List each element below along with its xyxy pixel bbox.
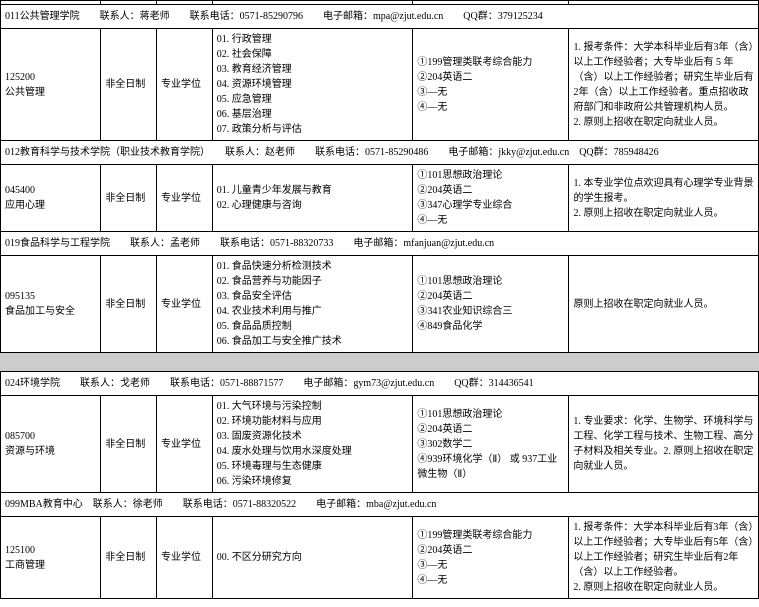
- program-row: 085700 资源与环境 非全日制 专业学位 01. 大气环境与污染控制 02.…: [1, 396, 759, 493]
- directions: 01. 食品快速分析检测技术 02. 食品营养与功能因子 03. 食品安全评估 …: [212, 256, 413, 353]
- program-row: 045400 应用心理 非全日制 专业学位 01. 儿童青少年发展与教育 02.…: [1, 165, 759, 232]
- exams: ①101思想政治理论 ②204英语二 ③347心理学专业综合 ④—无: [413, 165, 569, 232]
- study-mode: 非全日制: [101, 256, 157, 353]
- program-code: 045400 应用心理: [1, 165, 101, 232]
- directions: 00. 不区分研究方向: [212, 517, 413, 599]
- directions: 01. 大气环境与污染控制 02. 环境功能材料与应用 03. 固废资源化技术 …: [212, 396, 413, 493]
- study-mode: 非全日制: [101, 165, 157, 232]
- notes: 1. 本专业学位点欢迎具有心理学专业背景的学生报考。 2. 原则上招收在职定向就…: [569, 165, 759, 232]
- program-row: 125200 公共管理 非全日制 专业学位 01. 行政管理 02. 社会保障 …: [1, 29, 759, 141]
- notes: 原则上招收在职定向就业人员。: [569, 256, 759, 353]
- dept-header: 024环境学院 联系人：戈老师 联系电话：0571-88871577 电子邮箱：…: [1, 372, 759, 396]
- dept-header: 012教育科学与技术学院（职业技术教育学院） 联系人：赵老师 联系电话：0571…: [1, 141, 759, 165]
- degree-type: 专业学位: [157, 517, 213, 599]
- program-table-1: 011公共管理学院 联系人：蒋老师 联系电话：0571-85290796 电子邮…: [0, 0, 759, 353]
- directions: 01. 行政管理 02. 社会保障 03. 教育经济管理 04. 资源环境管理 …: [212, 29, 413, 141]
- dept-header: 099MBA教育中心 联系人：徐老师 联系电话：0571-88320522 电子…: [1, 493, 759, 517]
- study-mode: 非全日制: [101, 29, 157, 141]
- dept-header: 011公共管理学院 联系人：蒋老师 联系电话：0571-85290796 电子邮…: [1, 5, 759, 29]
- notes: 1. 报考条件：大学本科毕业后有3年（含）以上工作经验者；大专毕业后有5年（含）…: [569, 517, 759, 599]
- exams: ①199管理类联考综合能力 ②204英语二 ③—无 ④—无: [413, 517, 569, 599]
- notes: 1. 专业要求：化学、生物学、环境科学与工程、化学工程与技术、生物工程、高分子材…: [569, 396, 759, 493]
- exams: ①101思想政治理论 ②204英语二 ③341农业知识综合三 ④849食品化学: [413, 256, 569, 353]
- program-table-2: 024环境学院 联系人：戈老师 联系电话：0571-88871577 电子邮箱：…: [0, 371, 759, 599]
- program-code: 095135 食品加工与安全: [1, 256, 101, 353]
- degree-type: 专业学位: [157, 165, 213, 232]
- exams: ①199管理类联考综合能力 ②204英语二 ③—无 ④—无: [413, 29, 569, 141]
- degree-type: 专业学位: [157, 256, 213, 353]
- program-row: 095135 食品加工与安全 非全日制 专业学位 01. 食品快速分析检测技术 …: [1, 256, 759, 353]
- program-code: 125200 公共管理: [1, 29, 101, 141]
- study-mode: 非全日制: [101, 517, 157, 599]
- notes: 1. 报考条件：大学本科毕业后有3年（含）以上工作经验者；大专毕业后有 5 年（…: [569, 29, 759, 141]
- directions: 01. 儿童青少年发展与教育 02. 心理健康与咨询: [212, 165, 413, 232]
- program-row: 125100 工商管理 非全日制 专业学位 00. 不区分研究方向 ①199管理…: [1, 517, 759, 599]
- program-code: 085700 资源与环境: [1, 396, 101, 493]
- study-mode: 非全日制: [101, 396, 157, 493]
- degree-type: 专业学位: [157, 396, 213, 493]
- exams: ①101思想政治理论 ②204英语二 ③302数学二 ④939环境化学（Ⅱ） 或…: [413, 396, 569, 493]
- page-divider: [0, 353, 759, 371]
- dept-header: 019食品科学与工程学院 联系人：孟老师 联系电话：0571-88320733 …: [1, 232, 759, 256]
- degree-type: 专业学位: [157, 29, 213, 141]
- program-code: 125100 工商管理: [1, 517, 101, 599]
